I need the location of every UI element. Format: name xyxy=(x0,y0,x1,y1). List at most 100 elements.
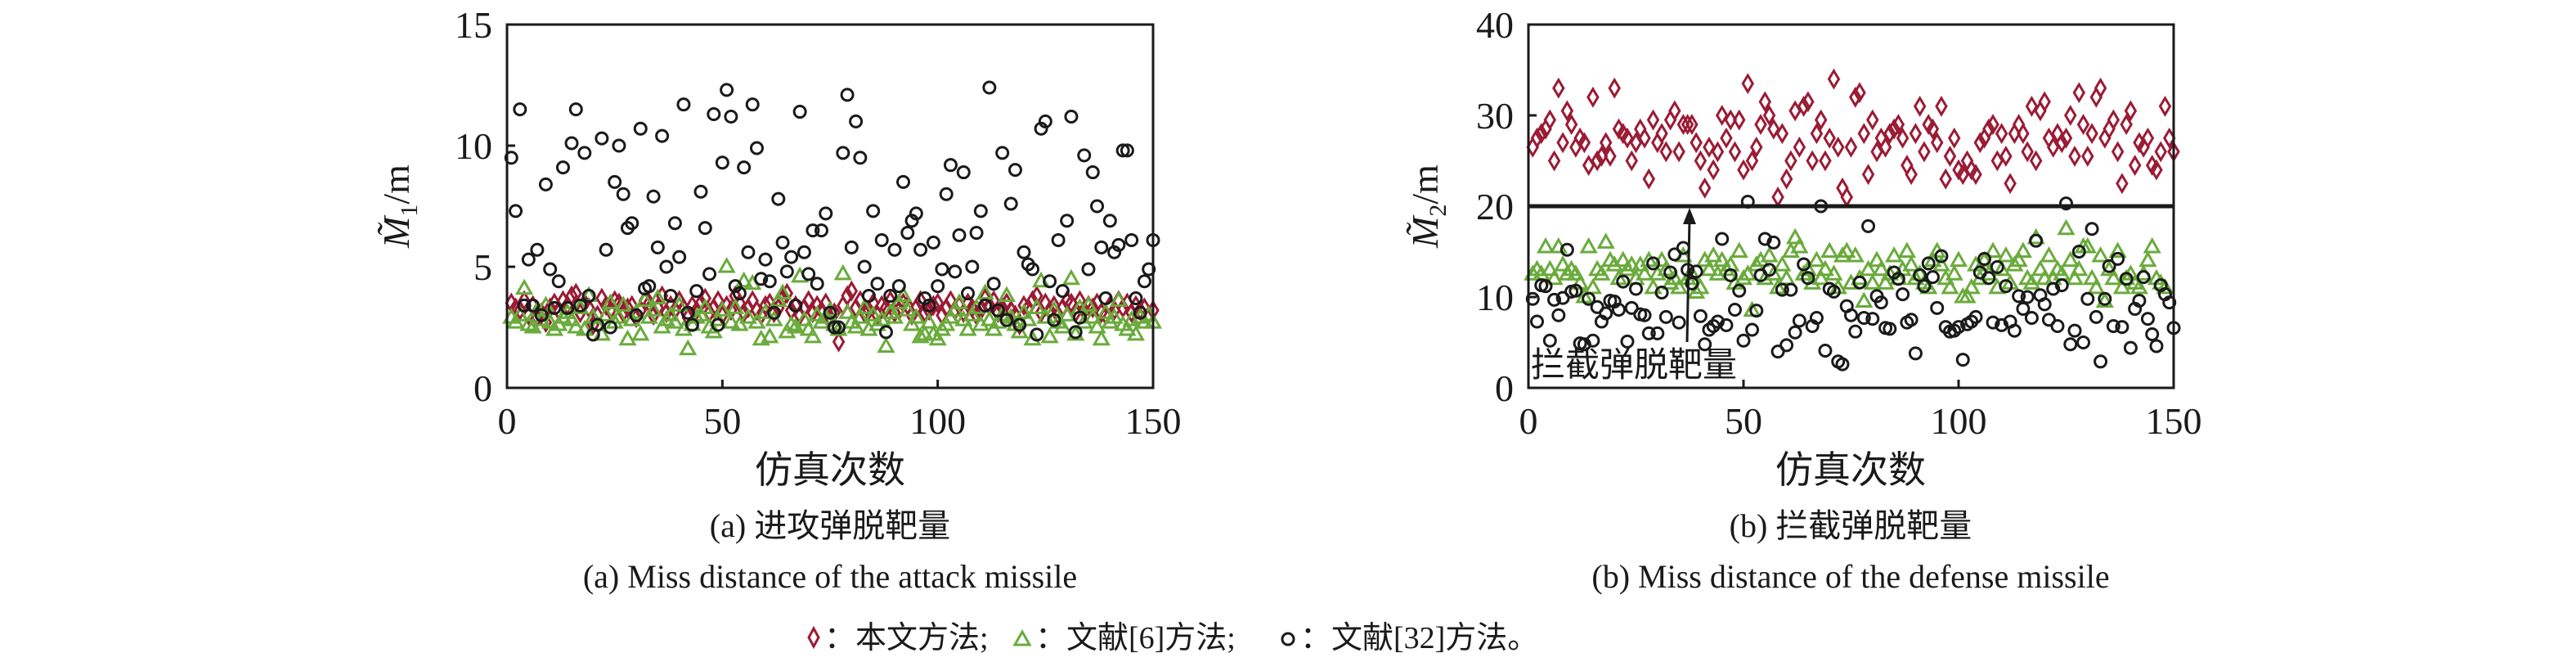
point-circle xyxy=(2119,272,2134,286)
point-circle xyxy=(543,262,558,277)
point-circle xyxy=(1727,303,1742,317)
point-diamond xyxy=(1720,127,1733,149)
point-diamond xyxy=(1982,118,1995,140)
point-circle xyxy=(1736,333,1751,348)
point-triangle xyxy=(1027,298,1046,314)
point-circle xyxy=(2020,290,2035,304)
point-triangle xyxy=(868,314,887,331)
x-tick-label: 100 xyxy=(909,400,966,442)
point-diamond xyxy=(1599,132,1613,154)
plot-area-a xyxy=(502,80,1163,356)
point-triangle xyxy=(2053,264,2071,281)
point-circle xyxy=(1732,283,1747,298)
point-diamond xyxy=(927,295,940,317)
point-circle xyxy=(1060,214,1075,228)
point-diamond xyxy=(1552,77,1565,99)
point-triangle xyxy=(1790,236,1809,254)
point-circle xyxy=(1698,337,1712,352)
point-diamond xyxy=(1703,136,1716,158)
point-diamond xyxy=(518,290,531,312)
point-circle xyxy=(1650,326,1665,340)
point-circle xyxy=(1784,282,1798,297)
point-circle xyxy=(1719,317,1734,332)
point-circle xyxy=(1072,310,1087,325)
point-diamond xyxy=(2021,141,2034,163)
point-circle xyxy=(1792,313,1806,328)
plot-area-b xyxy=(1524,68,2181,372)
point-triangle xyxy=(1019,310,1038,326)
y-axis-label-a: M̃1/m xyxy=(375,164,423,249)
point-triangle xyxy=(1880,264,1899,281)
point-circle xyxy=(1120,143,1134,158)
point-triangle xyxy=(2108,241,2127,258)
point-triangle xyxy=(898,300,917,317)
x-axis-label-a: 仿真次数 xyxy=(755,449,905,491)
point-triangle xyxy=(980,310,999,326)
point-triangle xyxy=(894,286,913,303)
point-circle xyxy=(1641,326,1656,340)
point-circle xyxy=(1654,285,1669,299)
point-triangle xyxy=(1941,277,1959,295)
point-triangle xyxy=(1902,255,1921,272)
point-triangle xyxy=(1798,259,1817,277)
point-triangle xyxy=(747,313,766,329)
point-circle xyxy=(693,184,708,199)
point-diamond xyxy=(2158,95,2172,117)
point-diamond xyxy=(1745,150,1759,172)
point-triangle xyxy=(1583,277,1602,295)
point-circle xyxy=(555,160,570,175)
point-triangle xyxy=(1670,277,1689,295)
point-circle xyxy=(832,320,846,335)
point-circle xyxy=(715,155,729,170)
point-triangle xyxy=(1820,241,1839,258)
point-circle xyxy=(1555,290,1570,305)
point-triangle xyxy=(2022,273,2041,290)
point-diamond xyxy=(1814,109,1828,131)
point-circle xyxy=(1883,322,1897,336)
point-diamond xyxy=(1939,168,1952,190)
point-circle xyxy=(1077,148,1092,163)
point-circle xyxy=(1068,325,1083,340)
point-diamond xyxy=(1853,82,1866,104)
point-triangle xyxy=(2138,250,2157,268)
point-circle xyxy=(2071,245,2086,259)
point-triangle xyxy=(1023,329,1042,346)
point-circle xyxy=(1055,284,1070,299)
point-circle xyxy=(926,235,940,250)
point-circle xyxy=(530,242,545,257)
point-circle xyxy=(775,235,790,250)
point-triangle xyxy=(1066,324,1085,341)
point-triangle xyxy=(1734,268,1753,286)
point-triangle xyxy=(618,329,637,346)
point-circle xyxy=(1038,114,1052,128)
point-circle xyxy=(1016,245,1031,259)
point-circle xyxy=(784,250,799,264)
point-circle xyxy=(667,216,682,231)
point-triangle xyxy=(976,283,994,300)
point-diamond xyxy=(1715,105,1729,126)
point-circle xyxy=(749,141,764,155)
point-diamond xyxy=(1560,100,1574,122)
point-circle xyxy=(1568,283,1583,298)
point-circle xyxy=(1085,165,1100,180)
point-circle xyxy=(724,109,738,124)
point-triangle xyxy=(2040,246,2058,263)
point-triangle xyxy=(2156,277,2174,295)
point-diamond xyxy=(1999,146,2013,167)
point-diamond xyxy=(1676,114,1690,136)
x-tick-label: 100 xyxy=(1931,400,1987,442)
point-circle xyxy=(1856,311,1871,326)
point-circle xyxy=(689,284,704,299)
caption-en-b: (b) Miss distance of the defense missile xyxy=(1591,558,2109,595)
point-diamond xyxy=(780,282,794,304)
point-diamond xyxy=(1556,132,1569,154)
point-triangle xyxy=(1807,250,1826,268)
point-diamond xyxy=(1827,68,1841,90)
point-triangle xyxy=(2100,259,2119,277)
point-circle xyxy=(577,146,592,160)
point-circle xyxy=(1047,313,1061,327)
y-label-unit: /m xyxy=(1404,164,1446,205)
point-circle xyxy=(2059,196,2073,211)
point-triangle xyxy=(1053,317,1072,334)
x-tick-label: 0 xyxy=(498,400,517,442)
